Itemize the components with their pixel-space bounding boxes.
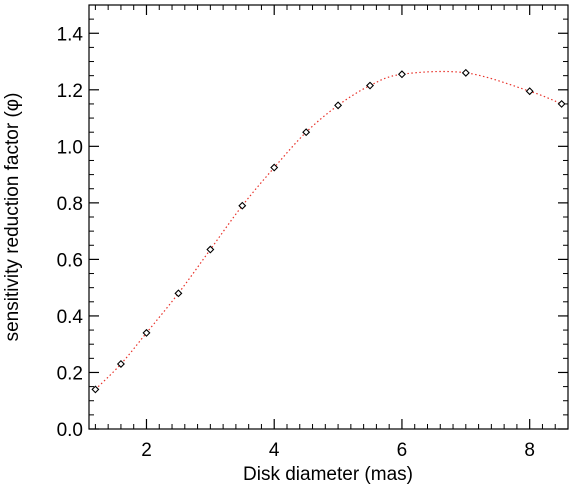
series-line	[94, 70, 562, 390]
y-tick-label: 0.8	[57, 194, 83, 215]
y-tick-label: 1.0	[57, 137, 83, 158]
data-point	[302, 128, 311, 137]
data-point	[366, 81, 374, 90]
data-point	[270, 163, 279, 172]
data-point	[91, 385, 100, 394]
data-point	[142, 328, 151, 337]
y-tick-label: 0.2	[57, 363, 83, 384]
data-point	[238, 201, 247, 210]
data-point	[174, 289, 183, 298]
data-point	[525, 87, 534, 96]
markers	[91, 68, 566, 394]
y-tick-label: 0.6	[57, 250, 83, 271]
data-point	[334, 101, 343, 110]
y-tick-label: 1.2	[57, 81, 83, 102]
data-point	[557, 99, 566, 108]
x-tick-label: 6	[397, 440, 408, 461]
y-tick-label: 1.4	[57, 24, 84, 45]
x-tick-label: 8	[524, 440, 535, 461]
data-point	[461, 68, 470, 77]
x-tick-label: 2	[141, 440, 152, 461]
y-axis-title: sensitivity reduction factor (φ)	[2, 93, 23, 342]
data-point	[206, 245, 215, 254]
tick-labels: 2 4 6 8 0.0 0.2 0.4 0.6 0.8 1.0 1.2 1.4	[57, 24, 535, 461]
plot-frame	[88, 4, 569, 430]
y-tick-label: 0.0	[57, 420, 83, 441]
data-point	[397, 70, 406, 79]
x-axis-title: Disk diameter (mas)	[243, 464, 413, 485]
x-tick-label: 4	[269, 440, 280, 461]
data-point	[116, 360, 125, 368]
ticks	[89, 5, 569, 430]
y-tick-label: 0.4	[57, 307, 84, 328]
